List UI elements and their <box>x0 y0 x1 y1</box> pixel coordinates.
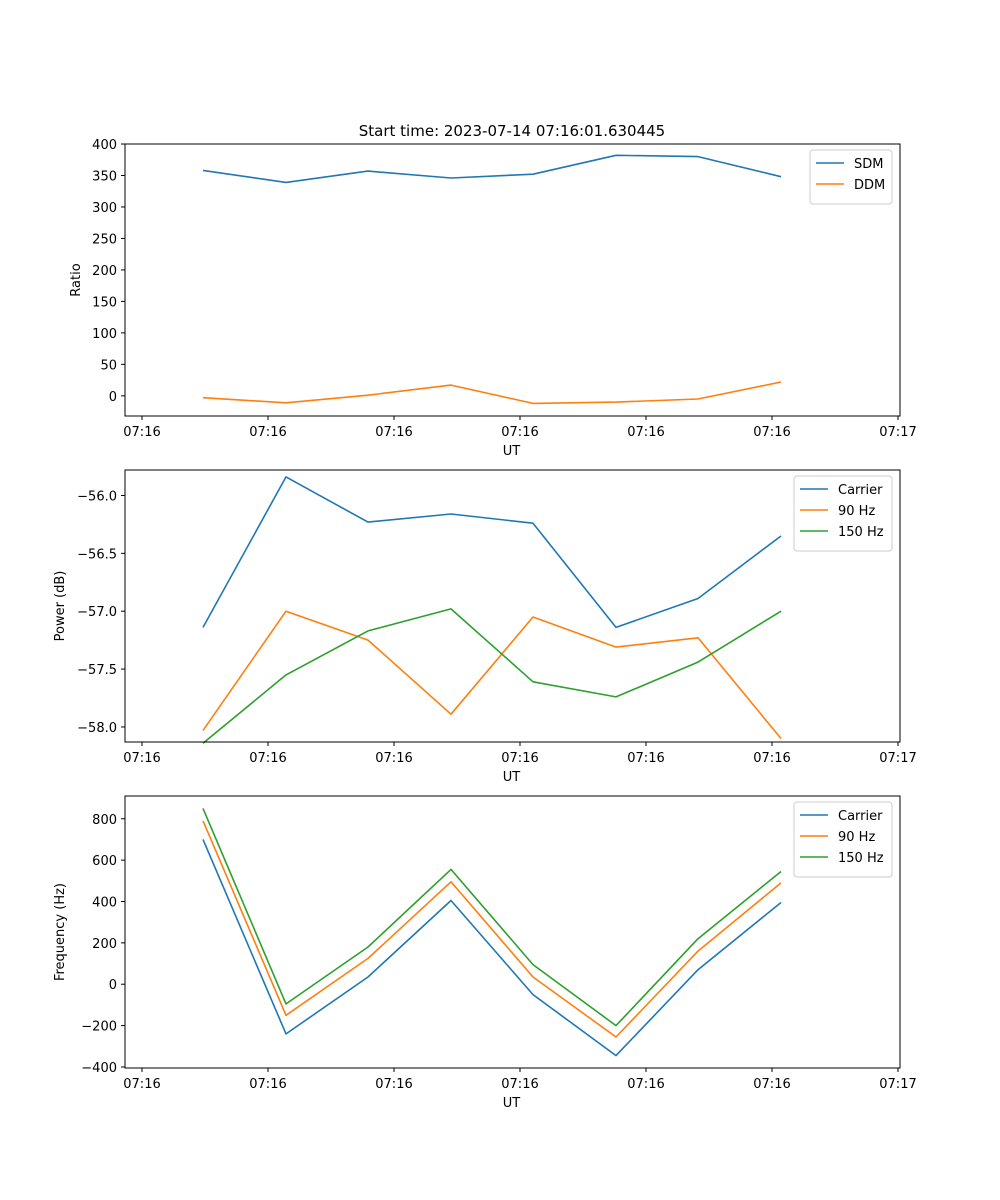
legend-frame <box>793 475 893 552</box>
x-axis-label: UT <box>503 770 521 785</box>
y-tick-label: 50 <box>100 358 117 373</box>
x-tick-label: 07:16 <box>123 751 160 766</box>
y-tick-label: 800 <box>92 813 117 828</box>
axes-frame <box>124 143 901 417</box>
y-tick-label: 200 <box>92 264 117 279</box>
series-line-carrier <box>202 476 782 629</box>
x-tick-label: 07:16 <box>501 1077 538 1092</box>
x-tick-label: 07:16 <box>627 425 664 440</box>
y-axis-label: Frequency (Hz) <box>53 883 68 981</box>
y-tick-label: 250 <box>92 232 117 247</box>
y-axis-label: Power (dB) <box>53 571 68 642</box>
axes-frame <box>124 469 901 743</box>
y-tick-label: −56.5 <box>77 547 117 562</box>
y-tick-label: 0 <box>109 978 117 993</box>
legend: Carrier 90 Hz 150 Hz <box>793 801 893 878</box>
y-tick-label: −400 <box>81 1061 117 1076</box>
x-tick-label: 07:16 <box>123 425 160 440</box>
axes-frame <box>124 795 901 1069</box>
x-tick-label: 07:16 <box>627 751 664 766</box>
x-tick-label: 07:16 <box>375 425 412 440</box>
x-tick-label: 07:16 <box>249 425 286 440</box>
x-tick-label: 07:16 <box>753 1077 790 1092</box>
y-tick-label: 300 <box>92 201 117 216</box>
legend-frame <box>793 801 893 878</box>
series-line-150-hz <box>202 808 782 1027</box>
legend-entry: 150 Hz <box>838 525 884 540</box>
legend-entry: 150 Hz <box>838 851 884 866</box>
y-tick-label: 0 <box>109 390 117 405</box>
x-tick-label: 07:16 <box>501 425 538 440</box>
x-tick-label: 07:16 <box>753 751 790 766</box>
subplot-2: 07:16 07:16 07:16 07:16 07:16 07:16 07:17 −58.0… <box>53 469 917 785</box>
legend: Carrier 90 Hz 150 Hz <box>793 475 893 552</box>
x-tick-label: 07:16 <box>249 1077 286 1092</box>
x-tick-label: 07:16 <box>249 751 286 766</box>
x-tick-label: 07:17 <box>879 425 916 440</box>
x-axis-label: UT <box>503 1096 521 1111</box>
y-tick-label: 400 <box>92 895 117 910</box>
x-tick-label: 07:16 <box>753 425 790 440</box>
subplot-3: 07:16 07:16 07:16 07:16 07:16 07:16 07:17 −400 −… <box>53 795 917 1111</box>
x-axis-label: UT <box>503 444 521 459</box>
legend-entry: DDM <box>854 178 885 193</box>
x-tick-label: 07:16 <box>375 751 412 766</box>
series-line-ddm <box>202 381 782 405</box>
x-tick-label: 07:17 <box>879 751 916 766</box>
series-line-90-hz <box>202 610 782 740</box>
series-line-carrier <box>202 839 782 1057</box>
subplots: 07:16 07:16 07:16 07:16 07:16 07:16 07:17 0 50 10… <box>53 138 917 1111</box>
legend: SDM DDM <box>809 149 893 205</box>
x-tick-label: 07:17 <box>879 1077 916 1092</box>
series-line-150-hz <box>202 608 782 744</box>
y-tick-label: −58.0 <box>77 721 117 736</box>
y-tick-label: 150 <box>92 295 117 310</box>
y-tick-label: 600 <box>92 854 117 869</box>
legend-entry: Carrier <box>838 483 883 498</box>
legend-entry: 90 Hz <box>838 830 875 845</box>
y-tick-label: 100 <box>92 327 117 342</box>
x-tick-label: 07:16 <box>123 1077 160 1092</box>
y-tick-label: 350 <box>92 169 117 184</box>
legend-entry: SDM <box>854 157 883 172</box>
series-line-90-hz <box>202 820 782 1038</box>
y-tick-label: −200 <box>81 1020 117 1035</box>
chart-title: Start time: 2023-07-14 07:16:01.630445 <box>359 122 665 140</box>
legend-entry: Carrier <box>838 809 883 824</box>
x-tick-label: 07:16 <box>375 1077 412 1092</box>
y-tick-label: 200 <box>92 937 117 952</box>
subplot-1: 07:16 07:16 07:16 07:16 07:16 07:16 07:17 0 50 10… <box>69 138 917 459</box>
x-tick-label: 07:16 <box>501 751 538 766</box>
y-axis-label: Ratio <box>69 263 84 296</box>
series-line-sdm <box>202 154 782 184</box>
y-tick-label: −57.5 <box>77 663 117 678</box>
legend-entry: 90 Hz <box>838 504 875 519</box>
x-tick-label: 07:16 <box>627 1077 664 1092</box>
y-tick-label: −57.0 <box>77 605 117 620</box>
y-tick-label: −56.0 <box>77 489 117 504</box>
y-tick-label: 400 <box>92 138 117 153</box>
